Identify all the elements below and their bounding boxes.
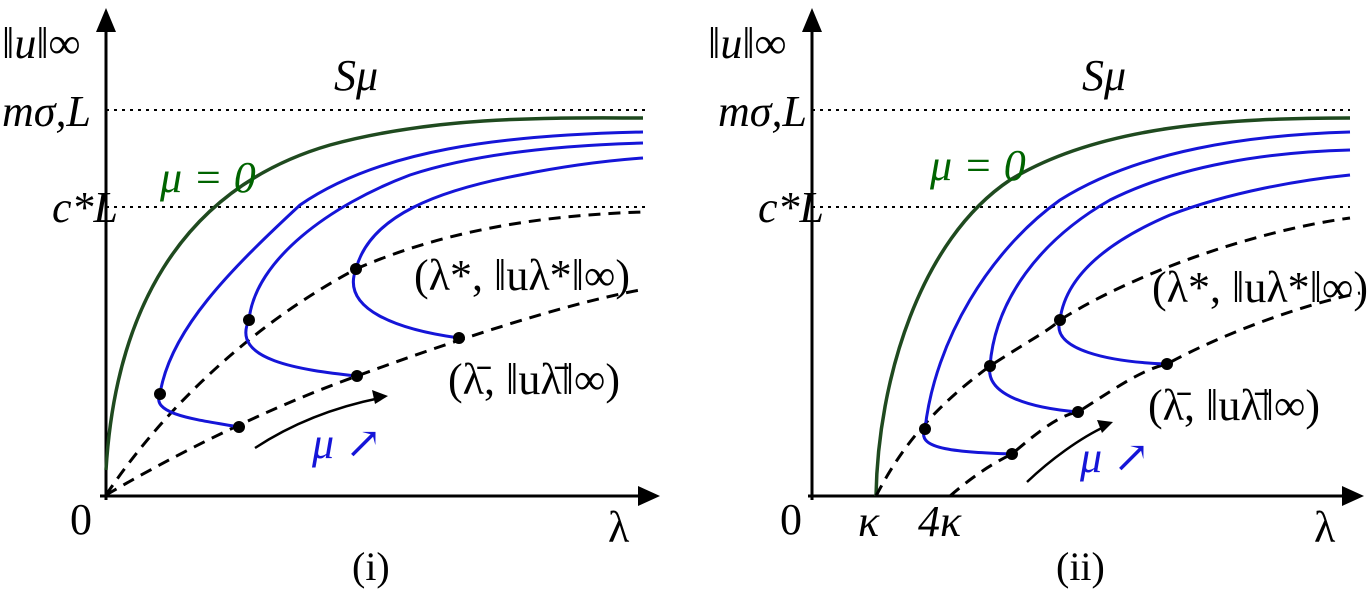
mu-zero-curve (104, 116, 644, 471)
s-mu-curve-2 (244, 141, 644, 378)
x-axis-arrowhead (638, 486, 660, 506)
panel-ii: ‖u‖∞ λ 0 κ 4κ Sμ mσ,L c*L μ = 0 (λ*, ‖uλ… (708, 8, 1368, 589)
s-mu-curve-1 (922, 130, 1351, 456)
endpoint-label: (λ̄, ‖uλ̄‖∞) (1148, 381, 1320, 430)
y-axis-arrowhead (802, 8, 822, 32)
endpoint-3 (453, 332, 465, 344)
panel-caption: (ii) (1056, 544, 1105, 589)
turning-point-1 (154, 388, 166, 400)
mu-zero-label: μ = 0 (929, 141, 1026, 190)
s-mu-curve-2 (988, 148, 1351, 414)
turning-point-3 (1054, 314, 1066, 326)
x-axis-label: λ (608, 503, 630, 552)
panel-i: ‖u‖∞ λ 0 Sμ mσ,L c*L μ = 0 (λ*, ‖uλ*‖∞) … (2, 8, 660, 589)
mu-direction-arrowhead (1097, 420, 1113, 433)
mu-zero-label: μ = 0 (159, 153, 256, 202)
x-axis-arrowhead (1342, 486, 1364, 506)
endpoint-label: (λ̄, ‖uλ̄‖∞) (448, 355, 620, 404)
panel-caption: (i) (352, 544, 390, 589)
level-upper-label: mσ,L (2, 87, 91, 136)
endpoint-2 (351, 370, 363, 382)
endpoint-2 (1072, 406, 1084, 418)
x-tick-label-kappa: κ (858, 497, 880, 546)
origin-label: 0 (70, 495, 92, 544)
mu-direction-arrow (1026, 424, 1107, 483)
mu-direction-arrow (254, 396, 381, 450)
y-axis-label: ‖u‖∞ (708, 19, 786, 68)
endpoint-1 (1006, 448, 1018, 460)
curve-family-label: Sμ (1082, 51, 1126, 100)
endpoint-locus (105, 288, 641, 497)
x-axis-label: λ (1314, 503, 1336, 552)
turning-point-3 (350, 263, 362, 275)
mu-arrow-label: μ ↗ (1079, 433, 1150, 482)
y-axis-arrowhead (96, 8, 116, 32)
turning-point-2 (984, 360, 996, 372)
turning-point-1 (919, 423, 931, 435)
endpoint-3 (1161, 358, 1173, 370)
s-mu-curve-3 (352, 156, 644, 340)
s-mu-curve-3 (1057, 173, 1351, 366)
turning-point-label: (λ*, ‖uλ*‖∞) (1152, 263, 1368, 312)
x-tick-label-4kappa: 4κ (918, 497, 962, 546)
mu-zero-curve (874, 116, 1351, 497)
origin-label: 0 (780, 495, 802, 544)
endpoint-1 (233, 421, 245, 433)
turning-point-2 (243, 314, 255, 326)
mu-direction-arrowhead (372, 390, 388, 404)
level-upper-label: mσ,L (718, 87, 807, 136)
s-mu-curve-1 (157, 130, 644, 429)
curve-family-label: Sμ (334, 51, 378, 100)
mu-arrow-label: μ ↗ (311, 419, 382, 468)
turning-point-locus (874, 216, 1351, 497)
turning-point-label: (λ*, ‖uλ*‖∞) (414, 251, 630, 300)
y-axis-label: ‖u‖∞ (2, 19, 80, 68)
level-lower-label: c*L (52, 183, 118, 232)
endpoint-locus (949, 291, 1361, 498)
level-lower-label: c*L (758, 183, 824, 232)
